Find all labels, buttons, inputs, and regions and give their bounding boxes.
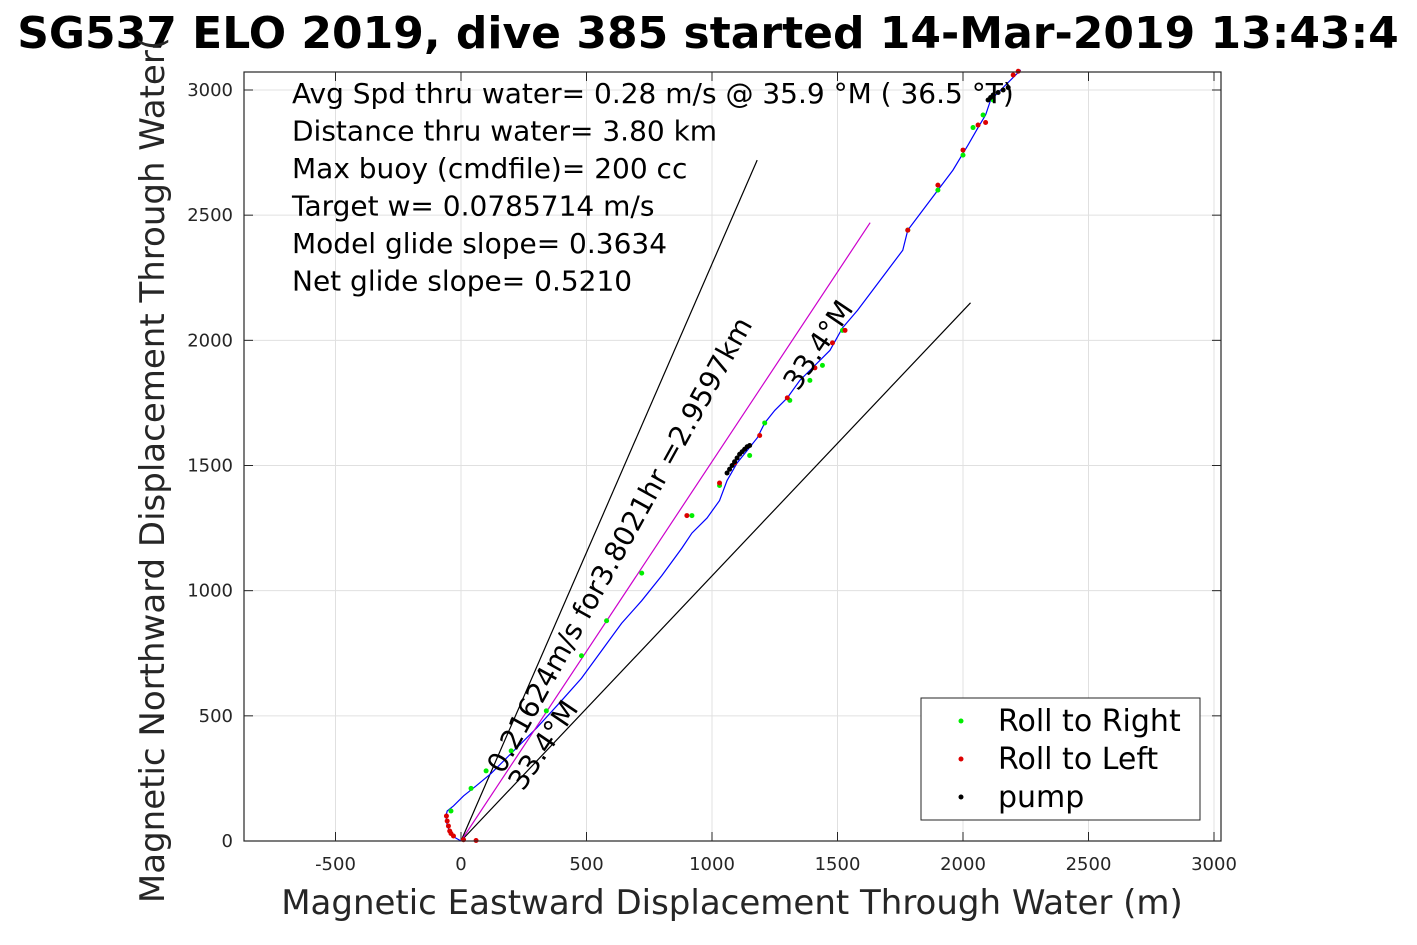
plot-frame	[243, 71, 1222, 842]
marker-pump	[1000, 87, 1006, 93]
marker-roll-to-right	[483, 768, 489, 774]
x-tick-label: 500	[569, 854, 603, 875]
series-line	[445, 69, 1022, 842]
legend-label: pump	[998, 780, 1084, 815]
marker-roll-to-left	[975, 122, 981, 128]
x-tick-label: 2000	[940, 854, 986, 875]
reference-line	[460, 302, 971, 842]
marker-roll-to-left	[784, 395, 790, 401]
marker-roll-to-right	[980, 112, 986, 118]
marker-roll-to-right	[639, 570, 645, 576]
series-line	[460, 222, 871, 842]
x-tick-label: 3000	[1191, 854, 1237, 875]
x-axis-label: Magnetic Eastward Displacement Through W…	[281, 883, 1183, 923]
x-tick-label: 2500	[1066, 854, 1112, 875]
x-axis-ticks: -500 0 500 1000 1500 2000 2500 3000	[315, 72, 1237, 875]
marker-pump	[747, 442, 753, 448]
marker-roll-to-right	[543, 708, 549, 714]
legend-box	[920, 697, 1201, 821]
reference-line	[460, 159, 758, 842]
marker-roll-to-left	[983, 120, 989, 126]
legend-label: Roll to Right	[998, 704, 1181, 739]
annotation-block: Avg Spd thru water= 0.28 m/s @ 35.9 °M (…	[291, 77, 1014, 298]
legend-marker	[958, 756, 964, 762]
chart-title: SG537 ELO 2019, dive 385 started 14-Mar-…	[17, 8, 1399, 59]
marker-roll-to-right	[468, 785, 474, 791]
marker-pump	[732, 459, 738, 465]
marker-pump	[729, 463, 735, 468]
marker-roll-to-left	[444, 818, 450, 824]
marker-roll-to-left	[717, 480, 723, 486]
marker-pump	[995, 90, 1001, 96]
marker-roll-to-right	[578, 653, 584, 659]
marker-pump	[1005, 84, 1011, 90]
marker-pump	[734, 455, 740, 461]
marker-roll-to-right	[819, 362, 825, 368]
x-tick-label: -500	[315, 854, 356, 875]
marker-roll-to-left	[1015, 68, 1021, 74]
marker-pump	[727, 466, 733, 472]
marker-roll-to-left	[812, 365, 818, 371]
marker-roll-to-left	[450, 833, 456, 839]
marker-roll-to-left	[935, 182, 941, 188]
annotation-line: Model glide slope= 0.3634	[292, 227, 667, 260]
y-tick-label: 500	[199, 706, 233, 727]
marker-roll-to-right	[508, 748, 514, 754]
marker-roll-to-left	[905, 227, 911, 233]
series-layer	[445, 69, 1022, 842]
marker-roll-to-right	[604, 618, 610, 624]
marker-pump	[724, 470, 730, 476]
marker-roll-to-left	[960, 147, 966, 153]
y-axis-ticks: 0 500 1000 1500 2000 2500 3000	[187, 80, 1221, 852]
y-tick-label: 3000	[187, 80, 233, 101]
marker-roll-to-left	[684, 513, 690, 519]
annotation-line: Avg Spd thru water= 0.28 m/s @ 35.9 °M (…	[292, 77, 1014, 110]
marker-roll-to-right	[762, 420, 768, 426]
marker-pump	[990, 92, 996, 98]
marker-roll-to-right	[935, 187, 941, 193]
marker-roll-to-right	[807, 377, 813, 383]
marker-roll-to-right	[448, 808, 454, 814]
y-tick-label: 0	[222, 831, 233, 852]
marker-roll-to-left	[829, 340, 835, 346]
marker-roll-to-right	[747, 452, 753, 458]
legend-marker	[958, 718, 964, 724]
marker-roll-to-left	[443, 813, 449, 819]
marker-roll-to-right	[689, 513, 695, 519]
x-tick-label: 1000	[689, 854, 735, 875]
marker-roll-to-right	[960, 152, 966, 158]
y-tick-label: 2500	[187, 205, 233, 226]
annotation-line: Distance thru water= 3.80 km	[292, 115, 717, 148]
marker-layer	[443, 68, 1021, 843]
marker-roll-to-right	[970, 125, 976, 131]
legend-marker	[958, 794, 964, 800]
x-tick-label: 0	[455, 854, 466, 875]
x-tick-label: 1500	[815, 854, 861, 875]
marker-roll-to-left	[842, 327, 848, 333]
marker-roll-to-left	[1010, 72, 1016, 78]
y-tick-label: 1000	[187, 581, 233, 602]
annotation-line: Max buoy (cmdfile)= 200 cc	[292, 152, 687, 185]
annotation-line: Target w= 0.0785714 m/s	[291, 190, 654, 223]
marker-roll-to-left	[757, 432, 763, 438]
y-axis-label: Magnetic Northward Displacement Through …	[133, 37, 173, 903]
annotation-line: Net glide slope= 0.5210	[292, 265, 632, 298]
legend-label: Roll to Left	[998, 742, 1158, 777]
y-tick-label: 2000	[187, 330, 233, 351]
y-tick-label: 1500	[187, 456, 233, 477]
marker-roll-to-left	[445, 823, 451, 829]
